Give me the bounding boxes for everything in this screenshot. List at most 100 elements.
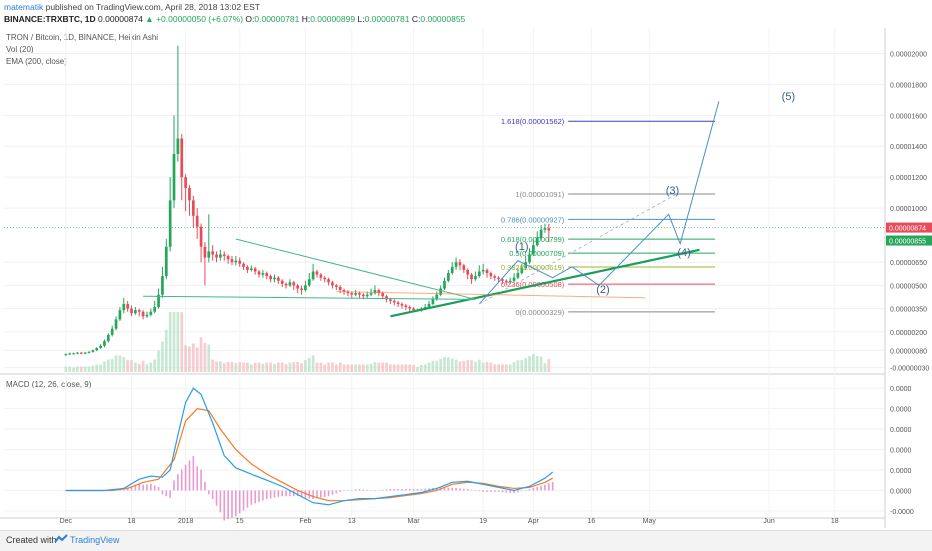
macd-histogram-bar [544, 484, 546, 491]
macd-histogram-bar [150, 484, 152, 491]
macd-histogram-bar [513, 490, 515, 494]
axis-background [885, 28, 932, 530]
volume-bar [134, 362, 137, 372]
candle-body [126, 303, 130, 309]
chart-grid [0, 28, 932, 519]
close-label: C: [411, 14, 421, 24]
macd-histogram-bar [401, 489, 403, 491]
price-tick-label: 0.00000350 [890, 307, 927, 314]
macd-histogram-bar [184, 464, 187, 491]
candle-body [400, 303, 404, 306]
price-tick-label: 0.00001400 [890, 144, 927, 151]
candles [64, 45, 551, 356]
volume-bar [68, 366, 72, 372]
trend-line [390, 248, 700, 318]
volume-bar [485, 362, 489, 372]
macd-histogram-bar [262, 490, 264, 501]
candle-body [284, 283, 288, 286]
wave-label: (2) [596, 284, 609, 296]
volume-bar [365, 364, 369, 372]
candle-body [153, 307, 157, 312]
time-tick-label: Apr [528, 518, 540, 525]
candle-body [106, 334, 110, 342]
volume-bar [435, 360, 439, 372]
volume-bar [137, 363, 141, 372]
macd-histogram-bar [548, 483, 550, 491]
volume-bar [458, 361, 462, 372]
candle-body [543, 228, 547, 230]
candle-body [249, 268, 253, 270]
volume-bar [284, 364, 288, 372]
candle-body [319, 274, 323, 278]
candle-body [253, 268, 257, 272]
macd-histogram-bar [235, 490, 237, 517]
time-tick-label: Dec [60, 518, 73, 525]
macd-histogram-bar [451, 487, 454, 491]
candle-body [83, 352, 87, 354]
fib-level-label: 0.618(0.00000799) [501, 235, 565, 244]
tradingview-brand[interactable]: TradingView [70, 535, 120, 545]
candle-body [87, 351, 91, 353]
macd-tick-label: 0.0000 [890, 407, 912, 414]
volume-bar [157, 350, 160, 372]
candle-body [532, 245, 535, 255]
high-label: H: [301, 14, 311, 24]
candle-body [242, 263, 245, 267]
candle-body [72, 353, 75, 355]
volume-bar [373, 362, 377, 372]
candle-body [443, 280, 446, 289]
macd-histogram-bar [482, 490, 484, 492]
chart-canvas[interactable]: 1.618(0.00001562) 1(0.00001091) 0.786(0.00… [0, 28, 932, 530]
macd-histogram-bar [474, 490, 477, 491]
candle-body [304, 285, 307, 291]
candle-body [280, 280, 284, 284]
volume-bar [87, 366, 91, 372]
volume-bar [176, 312, 180, 372]
candle-body [311, 271, 315, 280]
candle-body [535, 237, 539, 246]
candle-body [528, 254, 531, 263]
candle-body [234, 260, 238, 263]
macd-histogram-bar [138, 484, 141, 491]
candle-body [91, 350, 95, 352]
volume-bar [412, 365, 415, 372]
macd-histogram-bar [455, 487, 457, 491]
macd-histogram-bar [231, 490, 233, 518]
macd-histogram-bar [169, 490, 171, 498]
macd-tick-label: 0.0000 [890, 468, 912, 475]
candle-body [149, 311, 153, 315]
candle-body [168, 200, 172, 247]
macd-histogram-bar [524, 490, 527, 491]
candle-body [203, 246, 207, 258]
volume-bar [273, 363, 276, 372]
volume-bar [219, 361, 222, 372]
volume-bar [535, 356, 539, 372]
volume-bar [95, 364, 99, 372]
last-price-badge [886, 222, 932, 233]
volume-bar [516, 360, 520, 372]
author-link[interactable]: matematik [4, 2, 44, 12]
candle-body [334, 285, 338, 287]
candle-body [110, 328, 114, 335]
candle-body [288, 282, 292, 286]
time-tick-label: 16 [587, 518, 595, 525]
volume-bar [207, 344, 211, 372]
macd-histogram-bar [416, 489, 419, 491]
time-tick-label: May [643, 518, 657, 525]
macd-histogram-bar [134, 485, 137, 491]
volume-bar [489, 362, 493, 372]
candle-body [172, 153, 176, 201]
candle-body [292, 282, 296, 286]
macd-line [65, 387, 554, 506]
close-price-badge-label: 0.00000855 [889, 239, 926, 246]
macd-histogram-bar [466, 489, 469, 491]
macd-histogram-bar [207, 490, 210, 495]
macd-histogram-bar [378, 490, 380, 491]
macd-histogram-bar [246, 490, 249, 508]
candle-body [427, 303, 431, 308]
macd-histogram-bar [335, 490, 338, 494]
volume-bar [381, 362, 385, 372]
macd-histogram-bar [536, 486, 539, 491]
drawing-overlays: 1.618(0.00001562) 1(0.00001091) 0.786(0.00… [4, 91, 885, 318]
candle-body [195, 215, 199, 227]
